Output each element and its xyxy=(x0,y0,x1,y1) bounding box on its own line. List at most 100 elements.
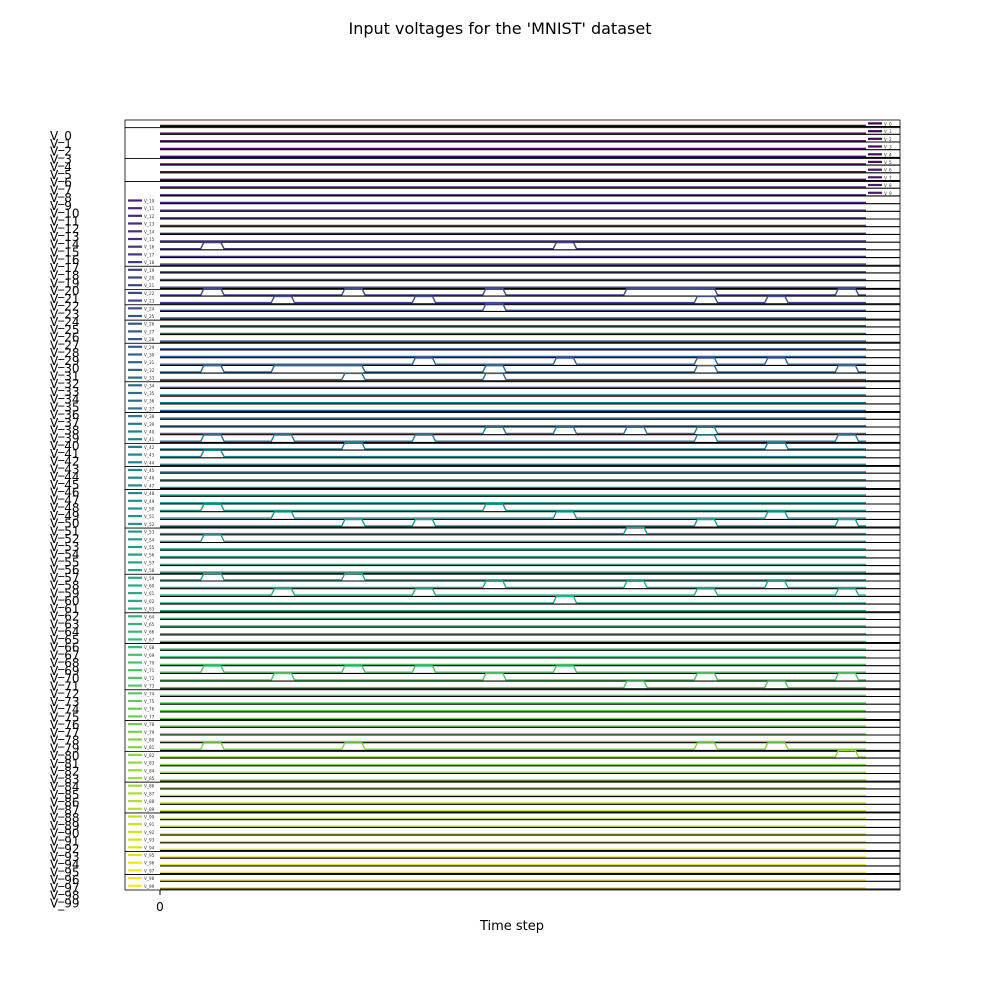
legend-label: V_89 xyxy=(144,807,155,812)
subplot-frame xyxy=(124,442,901,467)
legend-label: V_32 xyxy=(144,368,155,373)
legend-label: V_54 xyxy=(144,537,155,542)
y-tick-label: V_59 xyxy=(50,586,79,600)
y-tick-label: V_54 xyxy=(50,548,79,562)
y-tick-label: V_61 xyxy=(50,602,79,616)
y-tick-label: V_45 xyxy=(50,478,79,492)
legend-label: V_11 xyxy=(144,206,155,211)
y-tick-label: V_14 xyxy=(50,238,79,252)
legend-label: V_34 xyxy=(144,383,155,388)
subplot-panel xyxy=(124,466,901,491)
legend-label: V_15 xyxy=(144,237,155,242)
legend-label: V_4 xyxy=(884,152,892,157)
legend-label: V_95 xyxy=(144,853,155,858)
legend-label: V_44 xyxy=(144,460,155,465)
y-tick-label: V_96 xyxy=(50,873,79,887)
subplot-panel xyxy=(124,612,901,644)
y-tick-label: V_79 xyxy=(50,741,79,755)
y-tick-label: V_93 xyxy=(50,850,79,864)
legend-label: V_57 xyxy=(144,560,155,565)
series-line xyxy=(160,503,866,512)
series-line xyxy=(160,426,866,435)
y-tick-label: V_18 xyxy=(50,269,79,283)
y-tick-label: V_74 xyxy=(50,703,79,717)
subplot-frame xyxy=(124,851,901,876)
legend-label: V_77 xyxy=(144,714,155,719)
subplot-frame xyxy=(124,527,901,575)
y-tick-label: V_46 xyxy=(50,486,79,500)
y-tick-label: V_98 xyxy=(50,889,79,903)
y-tick-label: V_0 xyxy=(50,129,72,143)
legend-label: V_64 xyxy=(144,614,155,619)
legend-label: V_0 xyxy=(884,121,892,126)
legend-label: V_73 xyxy=(144,684,155,689)
series-line xyxy=(160,742,866,750)
y-tick-label: V_50 xyxy=(50,517,79,531)
legend-label: V_37 xyxy=(144,406,155,411)
y-tick-label: V_30 xyxy=(50,362,79,376)
legend-label: V_29 xyxy=(144,345,155,350)
y-tick-label: V_21 xyxy=(50,292,79,306)
legend-label: V_33 xyxy=(144,376,155,381)
y-tick-label: V_57 xyxy=(50,571,79,585)
y-tick-label: V_58 xyxy=(50,579,79,593)
series-line xyxy=(160,511,866,519)
subplot-frame xyxy=(124,781,901,814)
legend-label: V_83 xyxy=(144,761,155,766)
y-tick-label: V_51 xyxy=(50,524,79,538)
y-tick-label: V_9 xyxy=(50,199,72,213)
subplot-panel xyxy=(124,751,901,783)
legend-label: V_3 xyxy=(884,145,892,150)
y-tick-label: V_4 xyxy=(50,160,72,174)
y-tick-label: V_41 xyxy=(50,447,79,461)
legend-label: V_20 xyxy=(144,276,155,281)
y-tick-label: V_37 xyxy=(50,416,79,430)
y-tick-label: V_92 xyxy=(50,842,79,856)
y-tick-label: V_71 xyxy=(50,679,79,693)
subplot-panel xyxy=(124,851,901,876)
subplot-frame xyxy=(124,319,901,344)
legend-label: V_80 xyxy=(144,738,155,743)
legend-label: V_76 xyxy=(144,707,155,712)
legend-label: V_8 xyxy=(884,183,892,188)
y-tick-label: V_68 xyxy=(50,656,79,670)
y-tick-label: V_25 xyxy=(50,323,79,337)
subplot-panels: V_0 V_1 V_2 V_3 V_4 V_5 V_6 V_7 V_8 V_9 V_10 V_11 V_… xyxy=(124,119,901,891)
y-tick-label: V_65 xyxy=(50,633,79,647)
y-tick-label: V_90 xyxy=(50,827,79,841)
legend-label: V_65 xyxy=(144,622,155,627)
x-axis-label: Time step xyxy=(479,919,544,934)
subplot-panel xyxy=(124,158,901,183)
subplot-frame xyxy=(124,127,901,159)
legend-label: V_17 xyxy=(144,252,155,257)
subplot-frame xyxy=(124,751,901,783)
series-line xyxy=(160,357,866,365)
legend-label: V_60 xyxy=(144,584,155,589)
legend-label: V_36 xyxy=(144,399,155,404)
series-line xyxy=(160,665,866,673)
y-tick-label: V_99 xyxy=(50,896,79,910)
legend-label: V_91 xyxy=(144,822,155,827)
series-line xyxy=(160,526,866,535)
subplot-panel xyxy=(124,412,901,444)
y-tick-labels: V_0V_1V_2V_3V_4V_5V_6V_7V_8V_9V_10V_11V_… xyxy=(50,129,79,910)
subplot-frame xyxy=(124,612,901,644)
legend-label: V_19 xyxy=(144,268,155,273)
legend-label: V_28 xyxy=(144,337,155,342)
legend-label: V_9 xyxy=(884,191,892,196)
legend-label: V_51 xyxy=(144,514,155,519)
series-line xyxy=(160,595,866,604)
subplot-frame xyxy=(124,381,901,413)
series-line xyxy=(160,680,866,689)
legend-label: V_55 xyxy=(144,545,155,550)
y-tick-label: V_35 xyxy=(50,400,79,414)
y-tick-label: V_53 xyxy=(50,540,79,554)
legend-label: V_18 xyxy=(144,260,155,265)
legend-label: V_71 xyxy=(144,668,155,673)
legend-label: V_48 xyxy=(144,491,155,496)
legend-label: V_68 xyxy=(144,645,155,650)
legend-label: V_70 xyxy=(144,661,155,666)
legend-label: V_97 xyxy=(144,868,155,873)
y-tick-label: V_69 xyxy=(50,664,79,678)
y-tick-label: V_22 xyxy=(50,300,79,314)
